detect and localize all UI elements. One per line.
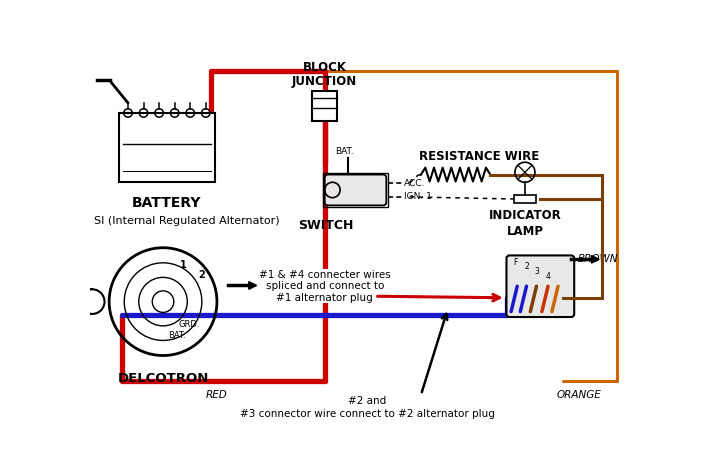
Text: 3: 3 [535,267,540,276]
Text: BAT.: BAT. [168,331,186,340]
Text: DELCOTRON: DELCOTRON [117,372,209,385]
Text: BLOCK: BLOCK [302,61,347,74]
Text: 4: 4 [546,272,551,280]
Text: IGN. 1: IGN. 1 [404,193,432,201]
Bar [323,173,388,207]
FancyBboxPatch shape [506,255,574,317]
FancyBboxPatch shape [325,175,386,205]
Bar [312,91,337,121]
Text: BROWN: BROWN [578,254,618,264]
Text: 2: 2 [524,263,529,272]
Text: SI (Internal Regulated Alternator): SI (Internal Regulated Alternator) [94,216,279,226]
Bar [514,195,536,203]
Text: SWITCH: SWITCH [299,219,354,232]
Text: RESISTANCE WIRE: RESISTANCE WIRE [419,150,539,163]
Text: #3 connector wire connect to #2 alternator plug: #3 connector wire connect to #2 alternat… [240,409,494,419]
Text: #1 & #4 connecter wires
spliced and connect to
#1 alternator plug: #1 & #4 connecter wires spliced and conn… [259,270,391,303]
Text: ORANGE: ORANGE [556,390,601,400]
Text: LAMP: LAMP [506,225,544,237]
Text: #2 and: #2 and [348,396,386,406]
Text: GRD.: GRD. [178,321,200,330]
Text: BAT.: BAT. [335,147,353,156]
Text: INDICATOR: INDICATOR [489,209,561,222]
Bar [118,113,215,182]
Text: F: F [513,258,518,267]
Text: RED: RED [206,390,228,400]
Text: BATTERY: BATTERY [132,196,202,210]
Text: 2: 2 [199,270,205,280]
Text: JUNCTION: JUNCTION [292,75,357,88]
Text: 1: 1 [180,261,187,271]
Text: ACC.: ACC. [404,178,425,187]
